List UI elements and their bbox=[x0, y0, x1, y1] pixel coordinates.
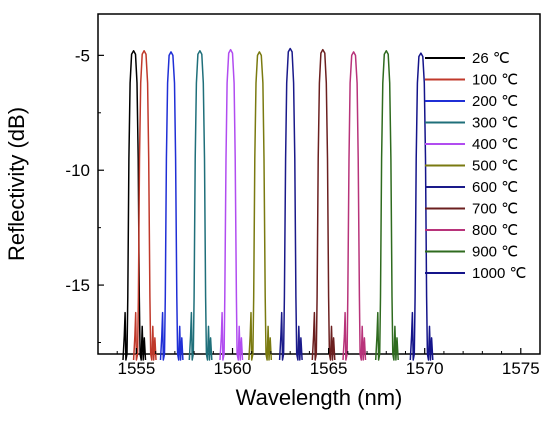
y-tick-label: -5 bbox=[75, 46, 90, 65]
legend-label: 1000 ℃ bbox=[472, 265, 526, 282]
legend-label: 300 ℃ bbox=[472, 115, 518, 132]
series-line-4 bbox=[219, 48, 244, 361]
x-axis-title: Wavelength (nm) bbox=[236, 385, 403, 410]
legend: 26 ℃ 100 ℃ 200 ℃ 300 ℃ 400 ℃ 500 ℃ 600 ℃ 700 ℃ 8… bbox=[425, 50, 526, 282]
plot-frame bbox=[97, 13, 541, 355]
legend-label: 600 ℃ bbox=[472, 179, 518, 196]
y-tick-label: -10 bbox=[65, 161, 90, 180]
legend-label: 900 ℃ bbox=[472, 244, 518, 261]
legend-label: 500 ℃ bbox=[472, 158, 518, 175]
legend-label: 700 ℃ bbox=[472, 201, 518, 218]
y-tick-label: -15 bbox=[65, 276, 90, 295]
legend-label: 400 ℃ bbox=[472, 136, 518, 153]
series-line-9 bbox=[374, 50, 399, 361]
x-axis-ticks: 1555 1560 1565 1570 1575 bbox=[97, 348, 541, 378]
series-line-5 bbox=[248, 51, 273, 361]
series-line-7 bbox=[311, 48, 336, 361]
series-line-10 bbox=[409, 52, 434, 361]
legend-label: 26 ℃ bbox=[472, 50, 510, 67]
series-line-6 bbox=[278, 47, 303, 361]
series-line-0 bbox=[122, 50, 147, 361]
y-axis-ticks: -5 -10 -15 bbox=[65, 46, 104, 344]
y-axis-title: Reflectivity (dB) bbox=[4, 107, 29, 261]
x-tick-label: 1565 bbox=[310, 359, 348, 378]
series-line-3 bbox=[188, 50, 213, 361]
x-tick-label: 1555 bbox=[118, 359, 156, 378]
series-line-1 bbox=[132, 50, 157, 361]
legend-label: 800 ℃ bbox=[472, 222, 518, 239]
series-layer bbox=[122, 47, 434, 361]
legend-label: 200 ℃ bbox=[472, 93, 518, 110]
series-line-2 bbox=[159, 51, 184, 361]
x-tick-label: 1575 bbox=[502, 359, 540, 378]
x-tick-label: 1560 bbox=[214, 359, 252, 378]
legend-label: 100 ℃ bbox=[472, 72, 518, 89]
series-line-8 bbox=[342, 51, 367, 361]
x-tick-label: 1570 bbox=[406, 359, 444, 378]
